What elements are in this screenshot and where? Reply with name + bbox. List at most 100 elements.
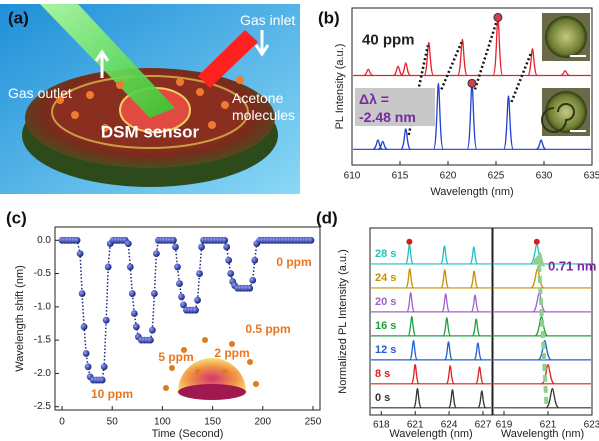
x-axis-title: Time (Second) [152, 428, 224, 440]
acetone-label: molecules [232, 107, 295, 123]
annotation: 40 ppm [362, 32, 415, 49]
peak [469, 246, 479, 265]
data-point [198, 243, 205, 251]
peak [439, 245, 449, 265]
plot-frame [369, 227, 493, 416]
peak [405, 268, 415, 289]
y-axis-title: PL Intensity (a.u.) [334, 44, 346, 130]
zoom-frame [492, 227, 593, 416]
series-label: 24 s [375, 272, 396, 284]
data-point [102, 316, 110, 324]
peak [473, 342, 483, 361]
x-tick-label: 618 [373, 420, 390, 431]
data-point [172, 243, 179, 251]
annotation: 0 ppm [276, 255, 311, 269]
series-label: 8 s [375, 368, 390, 380]
shift-guide [510, 51, 533, 103]
data-point [104, 263, 112, 271]
molecule [202, 337, 208, 343]
data-point [192, 306, 199, 314]
molecule [229, 341, 235, 347]
highlight-marker [467, 78, 477, 88]
panel-label: (b) [318, 9, 340, 28]
peak [408, 340, 419, 361]
x-tick-label: 0 [59, 417, 65, 428]
data-point [178, 293, 185, 301]
peak [440, 269, 450, 289]
y-axis-title: Normalized PL Intensity (a.u.) [337, 249, 349, 393]
x-tick-label: 625 [488, 171, 505, 182]
peak [412, 387, 422, 409]
inlet-arrow [198, 30, 258, 88]
data-point [176, 280, 183, 287]
illustration: (a) Gas inlet Gas outlet Acetone molecul… [0, 4, 300, 194]
data-point [98, 376, 106, 384]
peak [469, 270, 479, 289]
peak [503, 95, 514, 150]
plot-frame [54, 226, 321, 411]
x-tick-label: 621 [407, 420, 424, 431]
data-point [194, 296, 201, 304]
y-tick-label: -2.5 [34, 401, 52, 412]
highlight-marker [493, 12, 503, 22]
x-tick-label: 50 [107, 417, 119, 428]
molecule [195, 369, 201, 375]
molecule [247, 359, 253, 365]
x-axis-title: Wavelength (nm) [430, 186, 513, 198]
x-tick-label: 635 [584, 171, 599, 182]
shift-label: -2.48 nm [359, 109, 416, 125]
data-point [225, 256, 233, 264]
x-tick-label: 620 [440, 171, 457, 182]
peak [400, 128, 412, 150]
x-tick-label: 627 [475, 420, 492, 431]
data-point [174, 263, 181, 271]
dome-base [178, 384, 246, 400]
annotation: 5 ppm [158, 350, 193, 364]
peak [423, 41, 435, 77]
data-point [126, 263, 134, 271]
peak [432, 82, 444, 150]
data-point [84, 363, 92, 371]
x-tick-label: 619 [496, 420, 513, 431]
molecule [222, 369, 228, 375]
x-tick-label: 630 [536, 171, 553, 182]
data-point [180, 301, 187, 309]
shift-label: Δλ = [359, 91, 389, 107]
x-tick-label: 624 [441, 420, 458, 431]
data-point [128, 290, 136, 297]
data-point [251, 256, 259, 264]
peak [404, 244, 414, 265]
dome [178, 358, 246, 392]
data-point [82, 350, 90, 357]
data-point [80, 323, 88, 331]
data-point [196, 270, 203, 277]
x-tick-label: 615 [392, 171, 409, 182]
peak [527, 48, 538, 77]
data-point [249, 276, 257, 284]
data-point [227, 270, 235, 277]
molecule [163, 385, 169, 391]
annotation: 10 ppm [91, 387, 133, 401]
peak [410, 364, 420, 385]
peak [406, 292, 416, 313]
peak [447, 389, 458, 409]
x-tick-label: 250 [305, 417, 322, 428]
molecule [169, 365, 175, 371]
data-point [221, 236, 229, 244]
peak [377, 140, 388, 150]
peak [363, 68, 374, 77]
inlet-flow [254, 30, 270, 57]
data-point [223, 243, 231, 251]
microsphere-image [545, 16, 587, 58]
molecules [56, 76, 244, 132]
y-tick-label: -0.5 [34, 268, 52, 279]
series-label: 20 s [375, 296, 396, 308]
x-tick-label: 150 [204, 417, 221, 428]
peak [445, 365, 455, 385]
peak [441, 293, 451, 313]
data-point [130, 310, 138, 317]
outlet-flow [94, 49, 110, 78]
y-tick-label: -1.5 [34, 335, 52, 346]
panel-label: (c) [6, 209, 27, 228]
